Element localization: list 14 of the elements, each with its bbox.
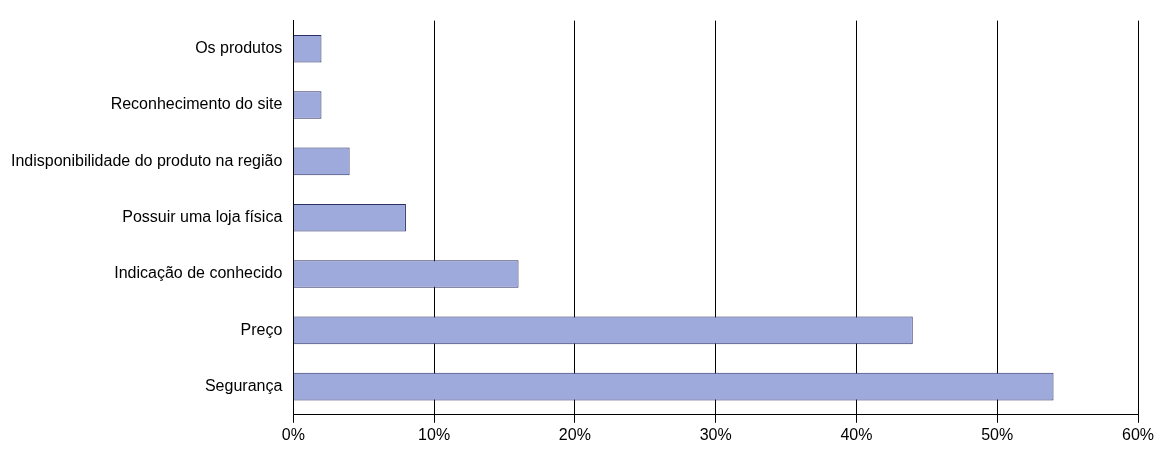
x-tick-label: 0% — [281, 425, 305, 443]
y-tick-label: Os produtos — [195, 39, 283, 57]
y-tick-label: Segurança — [204, 377, 283, 395]
x-tick-label: 30% — [699, 425, 732, 443]
y-tick-label: Reconhecimento do site — [110, 95, 283, 113]
y-tick-label: Indisponibilidade do produto na região — [10, 151, 283, 169]
y-tick-label: Preço — [240, 320, 283, 338]
x-tick-label: 10% — [418, 425, 451, 443]
y-tick-label: Possuir uma loja física — [122, 208, 283, 226]
x-tick-label: 20% — [558, 425, 591, 443]
x-tick-label: 40% — [840, 425, 873, 443]
x-tick-label: 60% — [1121, 425, 1155, 443]
y-tick-label: Indicação de conhecido — [114, 264, 283, 282]
x-tick-label: 50% — [981, 425, 1014, 443]
